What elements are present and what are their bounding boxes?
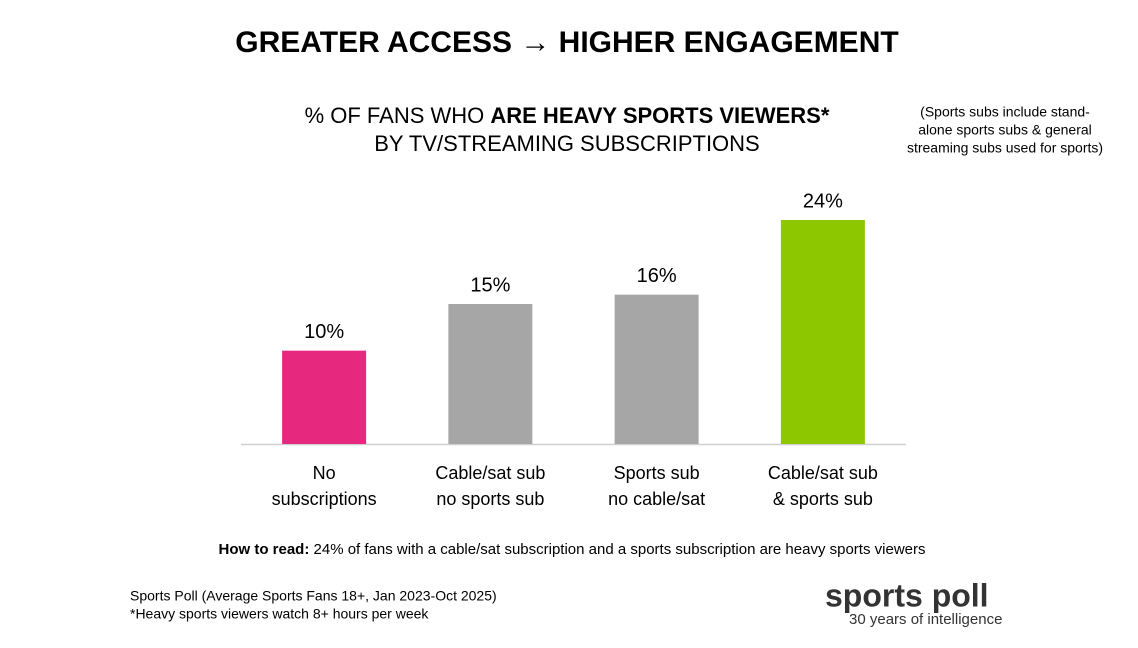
value-label: 24%: [803, 190, 843, 212]
x-tick-label: Cable/sat sub: [768, 463, 878, 483]
x-tick-label: subscriptions: [272, 489, 377, 509]
subtitle-bold: ARE HEAVY SPORTS VIEWERS*: [490, 103, 829, 128]
subtitle-plain: % OF FANS WHO: [305, 103, 491, 128]
subtitle-line: BY TV/STREAMING SUBSCRIPTIONS: [374, 131, 759, 156]
note: (Sports subs include stand-: [920, 104, 1090, 120]
logo-tagline: 30 years of intelligence: [849, 611, 1002, 628]
value-label: 15%: [470, 274, 510, 296]
note: alone sports subs & general: [918, 122, 1092, 138]
x-tick-label: no cable/sat: [608, 489, 705, 509]
how-to-read-label: How to read:: [219, 541, 310, 558]
how-to-read: How to read: 24% of fans with a cable/sa…: [219, 541, 926, 558]
source: Sports Poll (Average Sports Fans 18+, Ja…: [130, 588, 497, 604]
logo: sports poll: [825, 577, 989, 613]
value-label: 16%: [637, 265, 677, 287]
chart-title: GREATER ACCESS → HIGHER ENGAGEMENT: [235, 26, 898, 59]
bar: [448, 304, 533, 444]
x-tick-label: No: [313, 463, 336, 483]
subtitle: % OF FANS WHO ARE HEAVY SPORTS VIEWERS*: [305, 103, 830, 128]
note: streaming subs used for sports): [907, 140, 1103, 156]
x-tick-label: & sports sub: [773, 489, 873, 509]
how-to-read-text: 24% of fans with a cable/sat subscriptio…: [309, 541, 925, 558]
bar: [780, 220, 865, 444]
x-tick-label: no sports sub: [436, 489, 544, 509]
x-tick-label: Cable/sat sub: [435, 463, 545, 483]
value-label: 10%: [304, 321, 344, 343]
bar: [614, 294, 699, 444]
bar: [282, 350, 367, 444]
x-tick-label: Sports sub: [614, 463, 700, 483]
source: *Heavy sports viewers watch 8+ hours per…: [130, 606, 429, 622]
